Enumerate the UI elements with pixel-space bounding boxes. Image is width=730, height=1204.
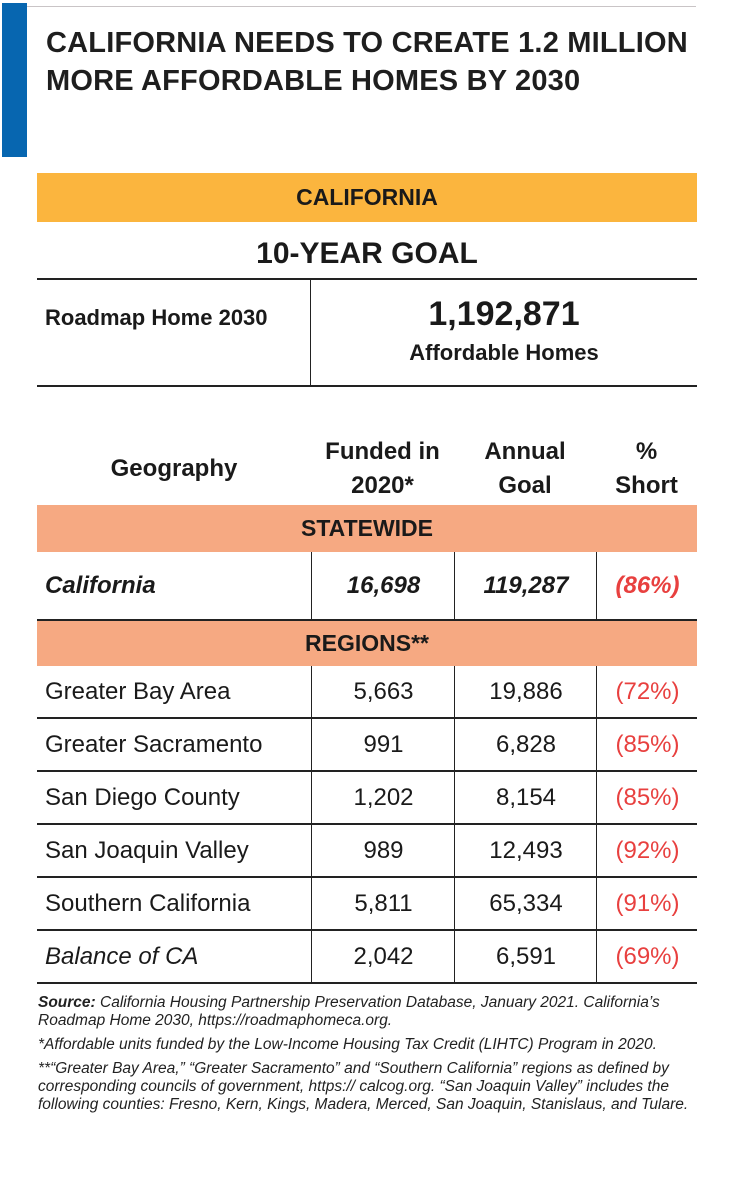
header-funded: Funded in 2020*: [311, 432, 454, 505]
cell-annual-goal: 19,886: [454, 666, 597, 717]
goal-value: 1,192,871: [428, 295, 580, 333]
state-band: CALIFORNIA: [37, 173, 697, 222]
source-label: Source:: [38, 994, 96, 1011]
cell-pct-short: (69%): [596, 931, 698, 982]
cell-funded: 1,202: [311, 772, 455, 823]
state-label: CALIFORNIA: [296, 184, 438, 210]
cell-geography: Southern California: [45, 889, 251, 917]
statewide-band: STATEWIDE: [37, 505, 697, 552]
goal-program: Roadmap Home 2030: [45, 305, 268, 330]
header-annual-goal: Annual Goal: [454, 432, 596, 505]
cell-pct-short: (92%): [596, 825, 698, 876]
footnote-funded: *Affordable units funded by the Low-Inco…: [38, 1036, 657, 1053]
cell-geography: Greater Sacramento: [45, 730, 263, 758]
cell-annual-goal: 8,154: [454, 772, 597, 823]
table-row: Greater Bay Area 5,663 19,886 (72%): [37, 666, 697, 719]
goal-value-cell: 1,192,871 Affordable Homes: [311, 280, 697, 385]
table-row: San Diego County 1,202 8,154 (85%): [37, 772, 697, 825]
header-pct-short-label: % Short: [615, 437, 678, 499]
source-text: California Housing Partnership Preservat…: [38, 994, 660, 1029]
top-rule: [26, 6, 696, 7]
cell-geography: Balance of CA: [45, 942, 199, 970]
cell-geography: San Joaquin Valley: [45, 836, 249, 864]
cell-pct-short: (85%): [596, 719, 698, 770]
cell-annual-goal: 65,334: [454, 878, 597, 929]
goal-box: Roadmap Home 2030 1,192,871 Affordable H…: [37, 278, 697, 387]
goal-divider: [310, 280, 311, 385]
footnote-regions: **“Greater Bay Area,” “Greater Sacrament…: [38, 1060, 689, 1113]
table-row: Balance of CA 2,042 6,591 (69%): [37, 931, 697, 984]
accent-bar: [2, 3, 27, 157]
header-funded-label: Funded in 2020*: [325, 437, 440, 499]
cell-funded: 5,663: [311, 666, 455, 717]
table-header: Geography Funded in 2020* Annual Goal % …: [37, 432, 697, 505]
cell-geography: Greater Bay Area: [45, 677, 231, 705]
footnotes: Source: California Housing Partnership P…: [38, 994, 708, 1120]
source-note: Source: California Housing Partnership P…: [38, 994, 708, 1030]
goal-heading: 10-YEAR GOAL: [256, 237, 478, 270]
cell-pct-short: (85%): [596, 772, 698, 823]
cell-funded: 989: [311, 825, 455, 876]
header-annual-goal-label: Annual Goal: [484, 437, 566, 499]
cell-funded: 16,698: [311, 552, 455, 619]
header-geography: Geography: [110, 454, 238, 482]
table-row: Greater Sacramento 991 6,828 (85%): [37, 719, 697, 772]
cell-funded: 2,042: [311, 931, 455, 982]
regions-label: REGIONS**: [305, 630, 429, 656]
regions-band: REGIONS**: [37, 621, 697, 666]
header-pct-short: % Short: [596, 432, 697, 505]
table-row: Southern California 5,811 65,334 (91%): [37, 878, 697, 931]
cell-pct-short: (72%): [596, 666, 698, 717]
cell-annual-goal: 12,493: [454, 825, 597, 876]
table-row: San Joaquin Valley 989 12,493 (92%): [37, 825, 697, 878]
table-row-statewide: California 16,698 119,287 (86%): [37, 552, 697, 621]
cell-annual-goal: 6,591: [454, 931, 597, 982]
cell-pct-short: (86%): [596, 552, 698, 619]
statewide-label: STATEWIDE: [300, 515, 434, 541]
cell-pct-short: (91%): [596, 878, 698, 929]
goal-unit: Affordable Homes: [409, 340, 599, 365]
page-title: CALIFORNIA NEEDS TO CREATE 1.2 MILLION M…: [46, 27, 688, 97]
cell-annual-goal: 119,287: [454, 552, 597, 619]
cell-geography: San Diego County: [45, 783, 240, 811]
cell-funded: 5,811: [311, 878, 455, 929]
cell-geography: California: [45, 571, 156, 599]
cell-annual-goal: 6,828: [454, 719, 597, 770]
cell-funded: 991: [311, 719, 455, 770]
